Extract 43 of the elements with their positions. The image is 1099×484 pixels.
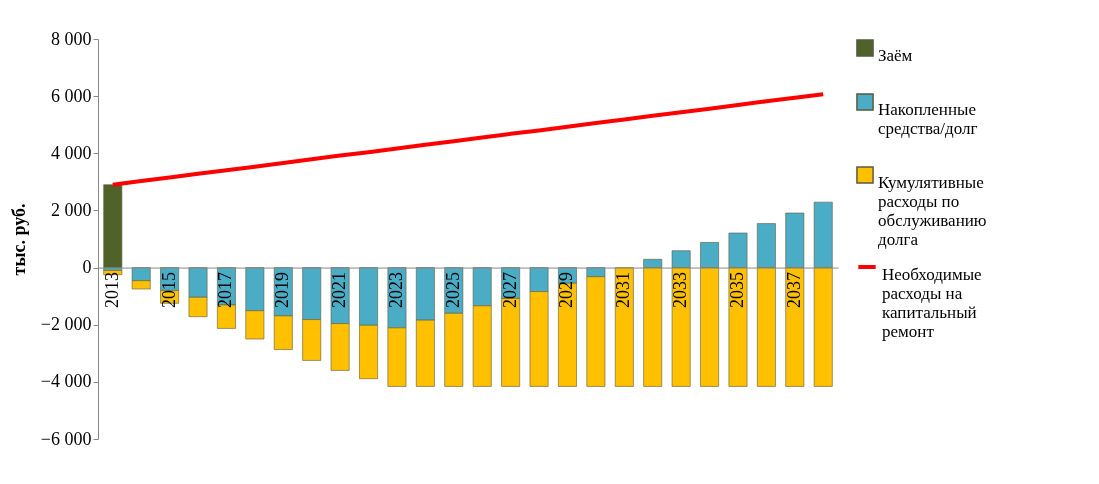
y-tick-label: −6 000 xyxy=(40,428,92,449)
legend-label: Накопленные средства/долг xyxy=(878,100,978,138)
bar xyxy=(728,267,748,387)
y-tick-label: 2 000 xyxy=(51,199,92,220)
bar xyxy=(103,184,123,268)
line-series xyxy=(110,92,826,187)
legend-label: Кумулятивные расходы по обслуживанию долга xyxy=(878,173,987,249)
x-tick-label: 2017 xyxy=(215,272,236,309)
x-tick-label: 2037 xyxy=(783,272,804,309)
x-tick-label: 2023 xyxy=(385,272,406,309)
y-tick-label: 8 000 xyxy=(51,28,92,49)
x-tick-label: 2035 xyxy=(726,272,747,309)
bar xyxy=(700,242,719,268)
bar xyxy=(756,267,776,387)
bar xyxy=(614,267,634,387)
bar xyxy=(643,267,663,387)
bar xyxy=(813,201,833,268)
bar xyxy=(700,267,719,387)
x-tick-label: 2029 xyxy=(556,272,577,309)
bar xyxy=(671,250,691,268)
bar xyxy=(643,258,663,268)
x-tick-label: 2033 xyxy=(670,272,691,309)
legend-label: Заём xyxy=(878,46,913,65)
bar xyxy=(671,267,691,387)
y-tick-label: −4 000 xyxy=(40,371,92,392)
bar xyxy=(785,267,805,387)
x-tick-label: 2015 xyxy=(158,272,179,309)
y-tick-label: −2 000 xyxy=(40,314,92,335)
y-axis-title: тыс. руб. xyxy=(8,203,29,276)
bar xyxy=(756,223,776,268)
bar xyxy=(813,267,833,387)
legend-label: Необходимые расходы на капитальный ремонт xyxy=(882,265,982,341)
x-tick-label: 2019 xyxy=(272,272,293,309)
y-tick-label: 6 000 xyxy=(51,85,92,106)
x-tick-label: 2021 xyxy=(329,272,350,309)
y-tick-label: 4 000 xyxy=(51,142,92,163)
bar xyxy=(785,212,805,268)
y-tick-label: 0 xyxy=(82,257,92,278)
x-tick-label: 2025 xyxy=(442,272,463,309)
x-tick-label: 2027 xyxy=(499,272,520,309)
x-tick-label: 2013 xyxy=(101,272,122,309)
bar xyxy=(728,232,748,268)
x-tick-label: 2031 xyxy=(613,272,634,309)
